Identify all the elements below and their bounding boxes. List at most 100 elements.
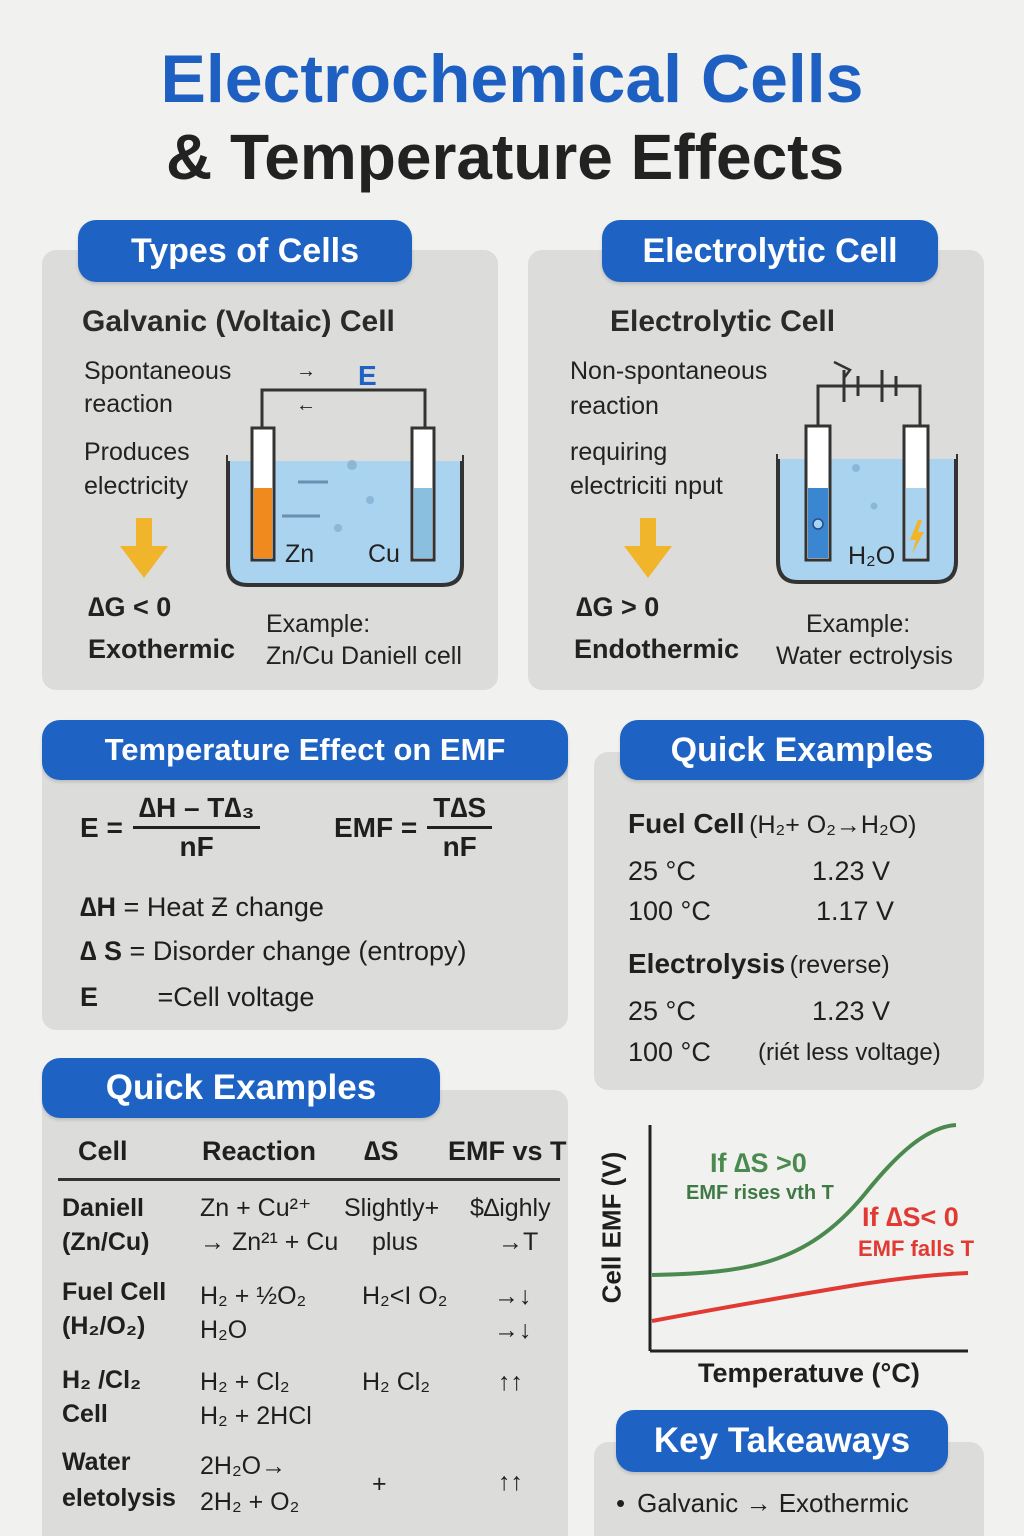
electrolysis-note: (reverse) xyxy=(789,951,890,979)
fuel-cell-title: Fuel Cell xyxy=(628,808,745,839)
galvanic-desc-1b: reaction xyxy=(84,390,173,418)
types-of-cells-pill: Types of Cells xyxy=(78,220,412,282)
eq2-denominator: nF xyxy=(442,831,477,862)
fuel-value-2: 1.17 V xyxy=(816,896,895,926)
electro-value-2: (riét less voltage) xyxy=(758,1039,941,1066)
eq1-numerator: ∆H – T∆₃ xyxy=(132,792,261,829)
electrolysis-title: Electrolysis xyxy=(628,948,786,979)
table-header-reaction: Reaction xyxy=(202,1136,317,1166)
page-title-line2: & Temperature Effects xyxy=(165,121,845,193)
table-row-reaction: H₂ + ½O₂ xyxy=(200,1282,307,1310)
galvanic-example-value: Zn/Cu Daniell cell xyxy=(266,642,462,670)
bullet-icon: • xyxy=(616,1488,626,1518)
table-row-emf: ↑↑ xyxy=(498,1468,523,1496)
quick-examples-table-pill: Quick Examples xyxy=(42,1058,440,1118)
table-row-reaction: 2H₂O→ xyxy=(200,1452,287,1480)
emf-equation-2: EMF = T∆S nF xyxy=(334,792,493,863)
key-takeaways-pill: Key Takeaways xyxy=(616,1410,948,1472)
electrolytic-thermo: Endothermic xyxy=(574,634,740,664)
table-row-reaction: → Zn²¹ + Cu xyxy=(200,1228,339,1256)
def-text: = Disorder change (entropy) xyxy=(129,936,467,966)
table-row-emf: ↑↑ xyxy=(498,1368,523,1396)
table-row-delta-s: plus xyxy=(372,1228,418,1256)
electrolytic-desc-1a: Non-spontaneous xyxy=(570,357,768,385)
green-series-line xyxy=(651,1123,957,1277)
green-series-label-2: EMF rises ᴠth T xyxy=(686,1182,834,1204)
electro-value-1: 1.23 V xyxy=(812,996,891,1026)
takeaway-text: Galvanic → Exothermic xyxy=(637,1488,909,1518)
quick-examples-right-panel xyxy=(594,752,984,1090)
electron-flow-arrow-right-icon: → xyxy=(296,360,316,382)
down-arrow-icon xyxy=(120,518,168,578)
def-symbol: E xyxy=(80,982,99,1012)
table-header-cell: Cell xyxy=(78,1136,128,1166)
chart-x-label: Temperatuve (°C) xyxy=(698,1358,920,1388)
table-row-delta-s: + xyxy=(372,1470,387,1498)
fuel-cell-title-row: Fuel Cell (H₂+ O₂→H₂O) xyxy=(628,808,916,840)
h2o-solution-label: H₂O xyxy=(848,542,896,570)
galvanic-desc-1a: Spontaneous xyxy=(84,357,232,385)
eq2-fraction: T∆S nF xyxy=(427,792,493,863)
electrolytic-desc-2a: requiring xyxy=(570,438,668,466)
eq2-lhs: EMF = xyxy=(334,811,418,843)
electrolysis-title-row: Electrolysis (reverse) xyxy=(628,948,890,980)
eq2-numerator: T∆S xyxy=(427,792,493,829)
fuel-temp-1: 25 °C xyxy=(628,856,696,886)
table-row-reaction: H₂ + 2HCl xyxy=(200,1402,312,1430)
electrolytic-example-value: Water ectrolysis xyxy=(776,642,953,670)
def-symbol: ∆ S xyxy=(80,936,123,966)
table-row-reaction: H₂O xyxy=(200,1316,248,1344)
table-row-delta-s: H₂<I O₂ xyxy=(362,1282,448,1310)
def-text: =Cell voltage xyxy=(157,982,315,1012)
table-row-cell: Fuel Cell xyxy=(62,1278,167,1306)
electrolytic-desc-2b: electriciti nput xyxy=(570,472,723,500)
galvanic-desc-2a: Produces xyxy=(84,438,190,466)
down-arrow-icon xyxy=(624,518,672,578)
galvanic-desc-2b: electricity xyxy=(84,472,189,500)
galvanic-delta-g: ∆G < 0 xyxy=(88,592,172,622)
temperature-effect-pill: Temperature Effect on EMF xyxy=(42,720,568,780)
table-row-emf: →↓ xyxy=(494,1282,532,1310)
fuel-temp-2: 100 °C xyxy=(628,896,711,926)
eq1-lhs: E = xyxy=(80,811,123,843)
table-row-cell: eletolysis xyxy=(62,1484,176,1512)
fuel-value-1: 1.23 V xyxy=(812,856,891,886)
table-row-emf: →T xyxy=(498,1228,539,1256)
table-row-cell: (Zn/Cu) xyxy=(62,1228,150,1256)
table-row-cell: Cell xyxy=(62,1400,108,1428)
table-row-emf: →↓ xyxy=(494,1316,532,1344)
electrolytic-example-label: Example: xyxy=(806,610,911,638)
green-series-label-1: If ∆S >0 xyxy=(710,1148,807,1178)
electrolytic-cell-diagram xyxy=(776,360,958,584)
table-row-cell: Daniell xyxy=(62,1194,144,1222)
quick-examples-right-pill: Quick Examples xyxy=(620,720,984,780)
galvanic-heading: Galvanic (Voltaic) Cell xyxy=(82,305,395,338)
table-row-reaction: H₂ + Cl₂ xyxy=(200,1368,290,1396)
quick-examples-table-panel xyxy=(42,1090,568,1536)
table-header-delta-s: ∆S xyxy=(364,1136,399,1166)
fuel-cell-reaction: (H₂+ O₂→H₂O) xyxy=(749,811,917,839)
electro-temp-1: 25 °C xyxy=(628,996,696,1026)
page-title-line1: Electrochemical Cells xyxy=(160,41,864,117)
electrolytic-cell-pill: Electrolytic Cell xyxy=(602,220,938,282)
table-header-emf-vs-t: EMF vs T xyxy=(448,1136,567,1166)
chart-y-label: Cell EMF (V) xyxy=(596,1151,627,1304)
def-symbol: ∆H xyxy=(80,892,117,922)
red-series-label-1: If ∆S< 0 xyxy=(862,1202,959,1232)
takeaway-item: • Galvanic → Exothermic xyxy=(616,1488,909,1519)
def-text: = Heat Ƶ change xyxy=(123,892,324,922)
galvanic-example-label: Example: xyxy=(266,610,371,638)
electrolytic-heading: Electrolytic Cell xyxy=(610,305,836,338)
galvanic-thermo: Exothermic xyxy=(88,634,236,664)
table-header-divider xyxy=(58,1178,560,1181)
diagram-e-label: E xyxy=(358,360,377,391)
red-series-label-2: EMF falls T xyxy=(858,1236,975,1261)
galvanic-cell-diagram xyxy=(226,388,464,587)
definition-e: E =Cell voltage xyxy=(80,982,314,1013)
table-row-reaction: 2H₂ + O₂ xyxy=(200,1488,300,1516)
electrolytic-desc-1b: reaction xyxy=(570,392,659,420)
definition-delta-s: ∆ S = Disorder change (entropy) xyxy=(80,936,466,967)
table-row-reaction: Zn + Cu²⁺ xyxy=(200,1194,312,1222)
electron-flow-arrow-left-icon: ← xyxy=(296,394,316,416)
eq1-fraction: ∆H – T∆₃ nF xyxy=(132,792,261,863)
